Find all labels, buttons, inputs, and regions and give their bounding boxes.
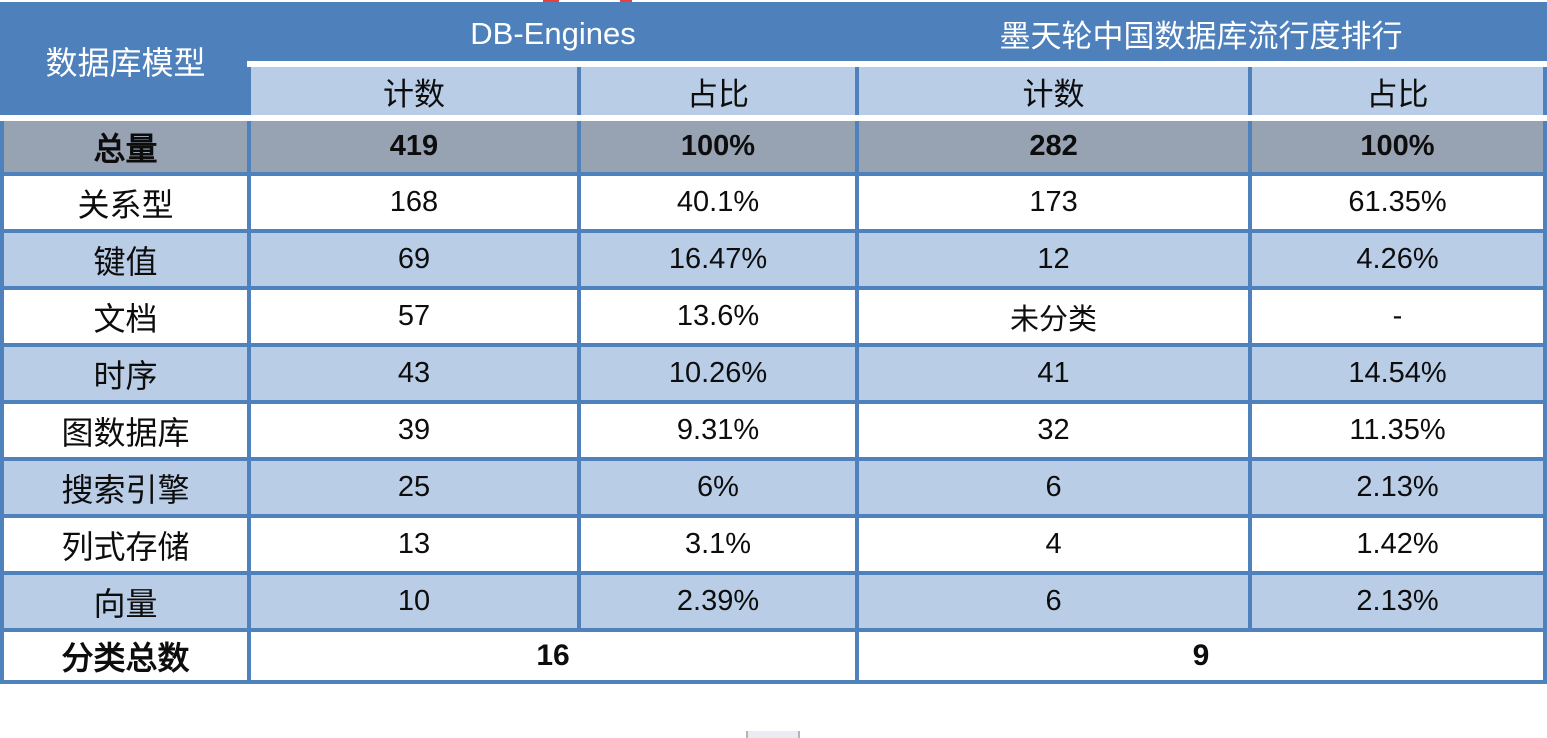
subheader-db-count: 计数 [247,64,581,121]
cell-db-count: 419 [247,118,581,176]
cell-db-share: 10.26% [576,343,860,404]
table-row-document: 文档 57 13.6% 未分类 - [0,286,1547,347]
row-label: 列式存储 [0,514,251,575]
cell-modb-count: 6 [855,571,1253,632]
cell-modb-count: 32 [855,400,1253,461]
subheader-row: 计数 占比 计数 占比 [2,64,1547,121]
cell-db-share: 6% [576,457,860,518]
cell-modb-share: 61.35% [1248,172,1547,233]
cell-modb-category-total: 9 [855,628,1547,684]
cell-modb-count: 6 [855,457,1253,518]
cell-db-count: 43 [247,343,581,404]
group-header-modb-ranking: 墨天轮中国数据库流行度排行 [855,2,1547,67]
cell-db-count: 168 [247,172,581,233]
row-label: 文档 [0,286,251,347]
cell-db-share: 100% [576,118,860,176]
cell-db-count: 25 [247,457,581,518]
group-header-db-engines: DB-Engines [246,2,860,67]
cell-db-share: 9.31% [576,400,860,461]
table-row-key-value: 键值 69 16.47% 12 4.26% [0,229,1547,290]
row-label: 时序 [0,343,251,404]
table-row-columnar: 列式存储 13 3.1% 4 1.42% [0,514,1547,575]
cell-modb-share: 2.13% [1248,571,1547,632]
cell-db-share: 2.39% [576,571,860,632]
table-row-graph: 图数据库 39 9.31% 32 11.35% [0,400,1547,461]
table-row-vector: 向量 10 2.39% 6 2.13% [0,571,1547,632]
cell-db-category-total: 16 [246,628,860,684]
cell-db-share: 13.6% [576,286,860,347]
bottom-scrollbar-thumb-artifact [746,731,800,738]
database-model-comparison-table: 数据库模型 DB-Engines 墨天轮中国数据库流行度排行 计数 占比 计数 … [0,2,1547,684]
cell-modb-count: 282 [855,118,1253,176]
total-row: 总量 419 100% 282 100% [0,118,1547,176]
subheader-modb-share: 占比 [1248,64,1547,121]
cell-modb-share: 11.35% [1248,400,1547,461]
top-red-underline-artifact [543,0,559,3]
corner-header-database-model: 数据库模型 [0,2,251,121]
cell-db-count: 10 [247,571,581,632]
row-label: 搜索引擎 [0,457,251,518]
top-red-underline-artifact [620,0,632,3]
cell-modb-count: 41 [855,343,1253,404]
row-label: 总量 [0,118,251,176]
table-row-search-engine: 搜索引擎 25 6% 6 2.13% [0,457,1547,518]
cell-db-share: 40.1% [576,172,860,233]
cell-modb-share: 1.42% [1248,514,1547,575]
row-label: 分类总数 [0,628,251,684]
row-label: 键值 [0,229,251,290]
cell-modb-count: 未分类 [855,286,1253,347]
cell-db-count: 39 [247,400,581,461]
subheader-modb-count: 计数 [855,64,1253,121]
cell-modb-count: 173 [855,172,1253,233]
cell-modb-share: - [1248,286,1547,347]
cell-modb-share: 100% [1248,118,1547,176]
table-row-relational: 关系型 168 40.1% 173 61.35% [0,172,1547,233]
cell-db-share: 16.47% [576,229,860,290]
cell-modb-share: 4.26% [1248,229,1547,290]
group-header-row: 数据库模型 DB-Engines 墨天轮中国数据库流行度排行 [0,2,1547,121]
cell-modb-count: 4 [855,514,1253,575]
table-row-time-series: 时序 43 10.26% 41 14.54% [0,343,1547,404]
cell-db-count: 69 [247,229,581,290]
cell-db-count: 13 [247,514,581,575]
cell-db-share: 3.1% [576,514,860,575]
cell-modb-share: 2.13% [1248,457,1547,518]
category-totals-row: 分类总数 16 9 [0,628,1547,684]
subheader-db-share: 占比 [576,64,860,121]
row-label: 向量 [0,571,251,632]
cell-modb-share: 14.54% [1248,343,1547,404]
row-label: 关系型 [0,172,251,233]
row-label: 图数据库 [0,400,251,461]
cell-db-count: 57 [247,286,581,347]
cell-modb-count: 12 [855,229,1253,290]
